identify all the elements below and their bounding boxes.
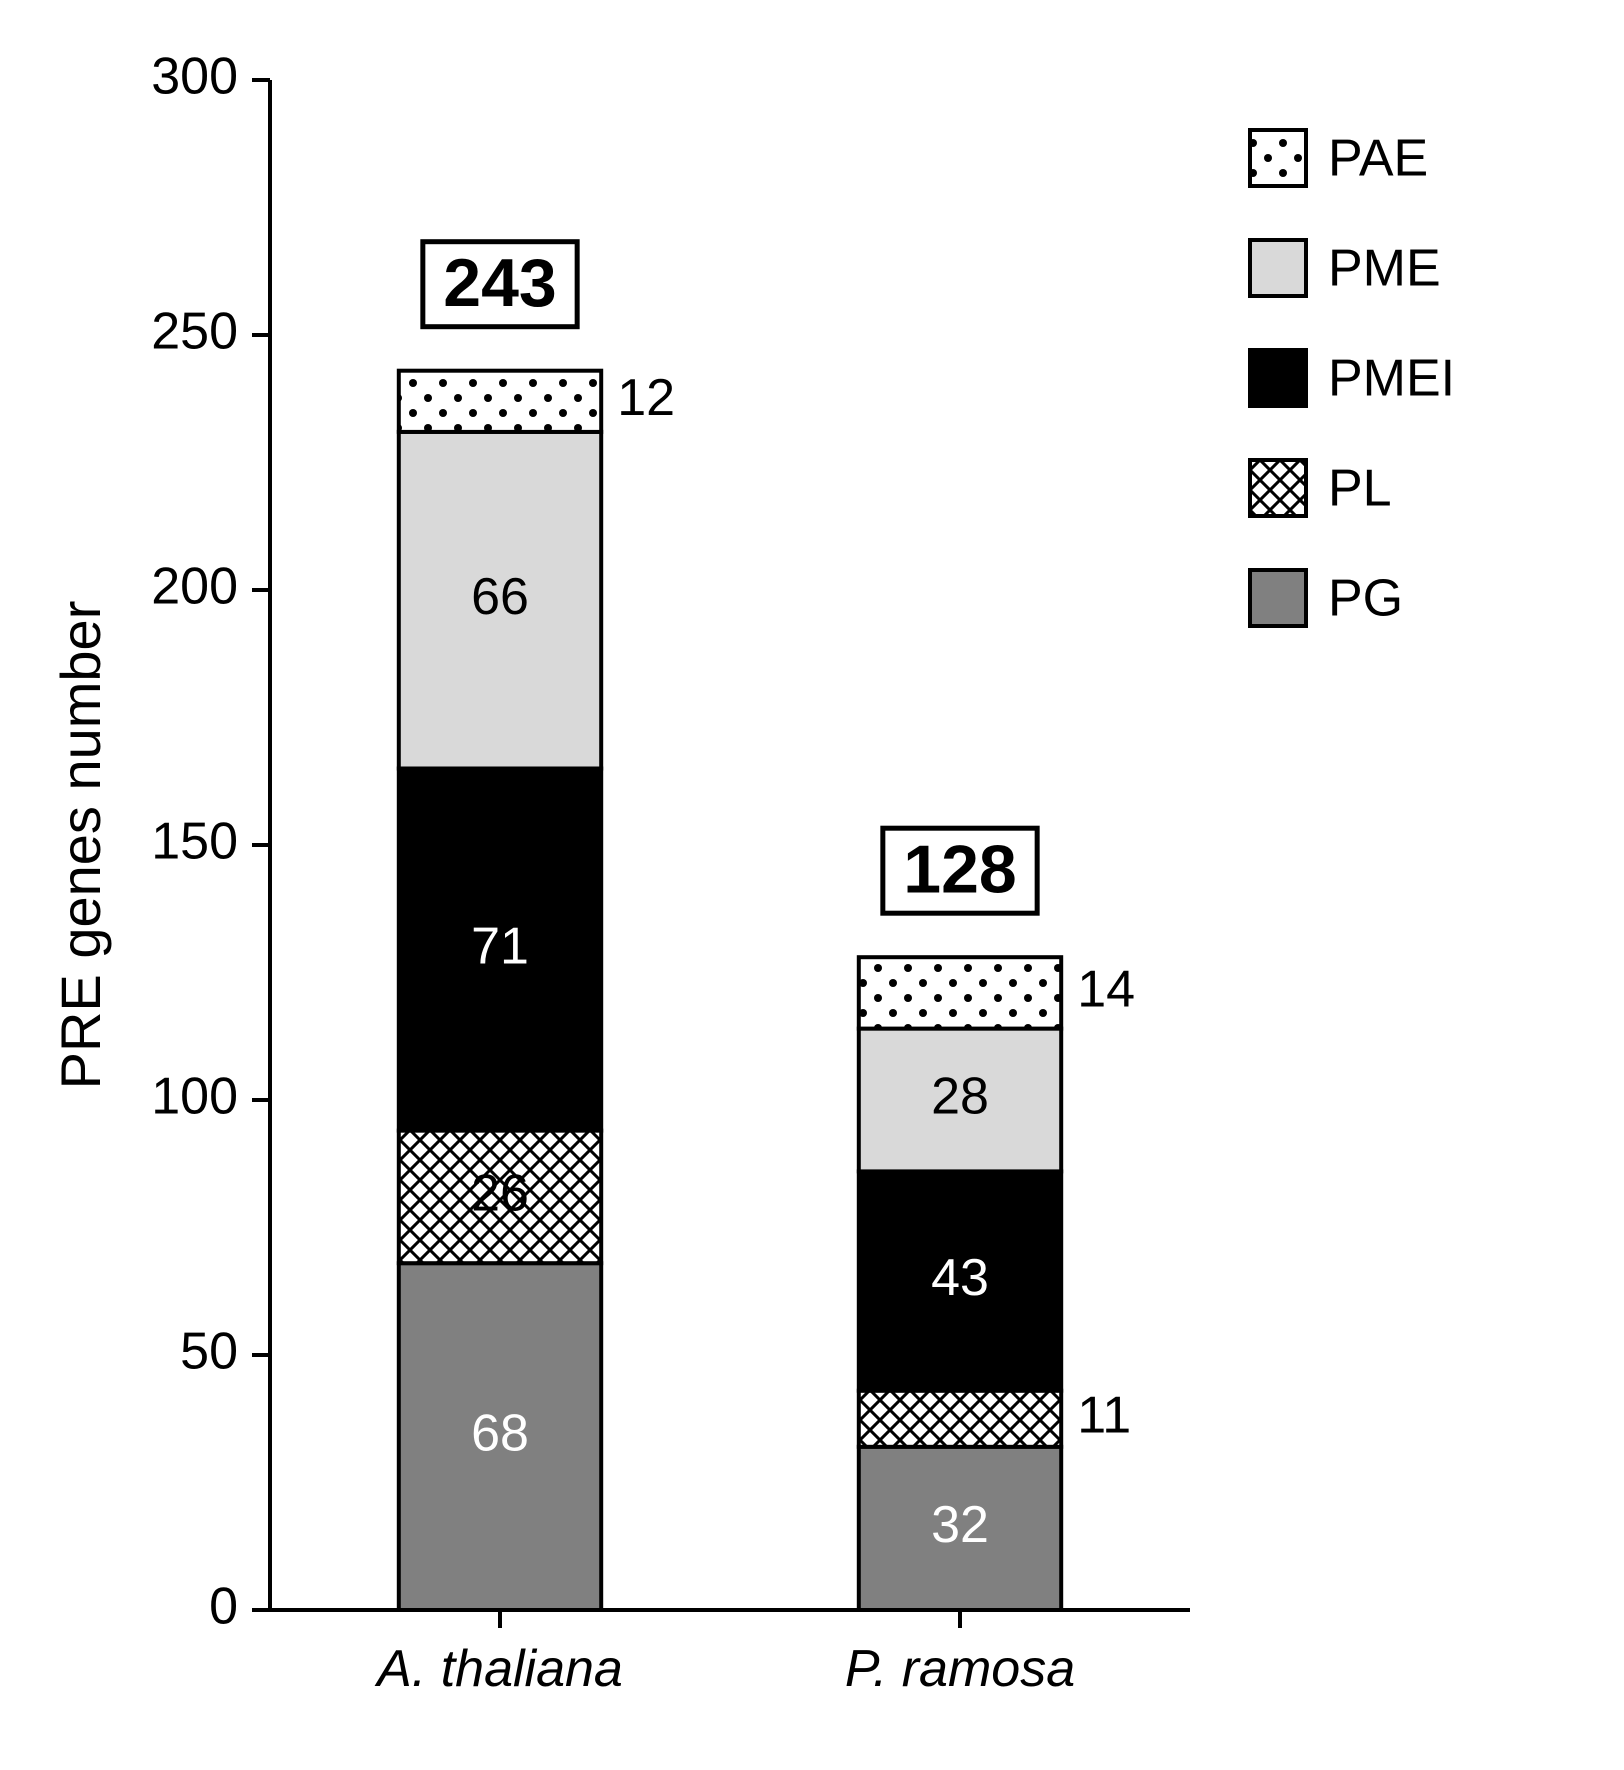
y-tick-label: 250 <box>151 303 238 361</box>
legend-label: PG <box>1328 570 1403 628</box>
y-tick-label: 50 <box>180 1323 238 1381</box>
legend-label: PAE <box>1328 130 1428 188</box>
x-tick-label: P. ramosa <box>845 1640 1075 1698</box>
total-value: 128 <box>903 832 1016 908</box>
segment-value-label: 66 <box>471 568 529 626</box>
segment-value-label: 71 <box>471 917 529 975</box>
y-tick-label: 200 <box>151 558 238 616</box>
total-value: 243 <box>443 245 556 321</box>
legend-label: PL <box>1328 460 1392 518</box>
segment-value-label: 28 <box>931 1068 989 1126</box>
bar-segment-pl <box>859 1391 1061 1447</box>
y-tick-label: 0 <box>209 1578 238 1636</box>
segment-value-label: 11 <box>1077 1386 1131 1444</box>
y-axis-label: PRE genes number <box>49 601 112 1090</box>
segment-value-label: 32 <box>931 1496 989 1554</box>
y-tick-label: 150 <box>151 813 238 871</box>
figure-container: 0 50 100 150 200 250 300 PRE genes number A. tha… <box>0 0 1624 1770</box>
segment-value-label: 26 <box>471 1165 529 1223</box>
legend-swatch-pg <box>1250 570 1306 626</box>
stacked-bar-chart: 0 50 100 150 200 250 300 PRE genes number A. tha… <box>0 0 1624 1770</box>
legend-swatch-pmei <box>1250 350 1306 406</box>
y-tick-label: 300 <box>151 48 238 106</box>
y-tick-label: 100 <box>151 1068 238 1126</box>
legend-label: PMEI <box>1328 350 1455 408</box>
bar-segment-pae <box>859 957 1061 1028</box>
segment-value-label: 12 <box>617 369 675 427</box>
segment-value-label: 68 <box>471 1404 529 1462</box>
segment-value-label: 43 <box>931 1249 989 1307</box>
bar-segment-pae <box>399 371 601 432</box>
legend-swatch-pl <box>1250 460 1306 516</box>
segment-value-label: 14 <box>1077 961 1135 1019</box>
x-tick-label: A. thaliana <box>374 1640 623 1698</box>
legend-label: PME <box>1328 240 1441 298</box>
legend-swatch-pme <box>1250 240 1306 296</box>
legend-swatch-pae <box>1250 130 1306 186</box>
